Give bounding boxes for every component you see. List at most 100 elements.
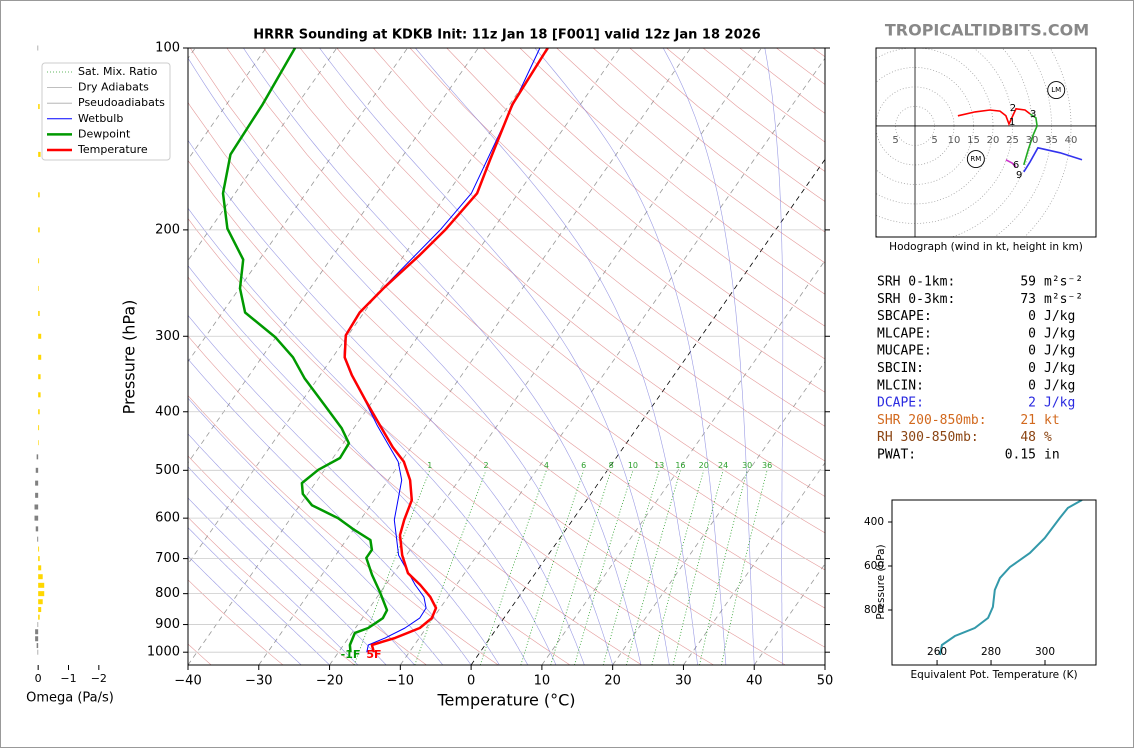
stat-value: 2 (1028, 396, 1036, 411)
x-axis-label: Equivalent Pot. Temperature (K) (910, 669, 1077, 681)
hodograph-tick-label: 40 (1065, 135, 1078, 146)
height-label: 2 (1010, 103, 1016, 114)
x-tick-label: 0 (467, 674, 475, 689)
x-axis-label: Temperature (°C) (436, 691, 575, 710)
stat-label: SHR 200-850mb: (877, 413, 987, 428)
chart-title: HRRR Sounding at KDKB Init: 11z Jan 18 [… (253, 28, 760, 43)
x-tick-label: −2 (91, 672, 107, 685)
omega-bar (38, 583, 44, 588)
omega-bar (35, 481, 38, 486)
stat-label: MLCAPE: (877, 326, 932, 341)
hodograph-tick-label: 25 (1006, 135, 1019, 146)
stat-unit: m²s⁻² (1044, 275, 1083, 290)
stat-label: MLCIN: (877, 378, 924, 393)
stat-unit: % (1044, 430, 1052, 445)
mixing-ratio-label: 36 (762, 461, 772, 470)
x-tick-label: −10 (387, 674, 414, 689)
stat-value: 0 (1028, 309, 1036, 324)
hodograph-tick-label: 5 (892, 135, 898, 146)
omega-bar (38, 192, 40, 197)
omega-bar (35, 493, 38, 498)
surface-label: -1F (341, 648, 361, 661)
x-tick-label: 0 (35, 672, 42, 685)
stat-value: 0 (1028, 344, 1036, 359)
stat-value: 0 (1028, 378, 1036, 393)
omega-bar (35, 636, 38, 641)
stat-unit: J/kg (1044, 378, 1075, 393)
mixing-ratio-label: 8 (609, 461, 614, 470)
mixing-ratio-label: 16 (675, 461, 685, 470)
stat-value: 0 (1028, 361, 1036, 376)
y-tick-label: 400 (155, 404, 180, 419)
x-tick-label: 260 (927, 646, 947, 658)
omega-bar (38, 152, 40, 157)
omega-bar (38, 615, 40, 620)
y-tick-label: 300 (155, 329, 180, 344)
hodograph-tick-label: 5 (931, 135, 937, 146)
stat-unit: J/kg (1044, 344, 1075, 359)
mixing-ratio-label: 24 (718, 461, 728, 470)
x-tick-label: −40 (174, 674, 201, 689)
mixing-ratio-label: 30 (742, 461, 752, 470)
omega-bar (36, 526, 38, 531)
x-tick-label: −1 (60, 672, 76, 685)
x-tick-label: 280 (981, 646, 1001, 658)
legend-label: Wetbulb (78, 112, 123, 125)
x-tick-label: −20 (316, 674, 343, 689)
omega-bar (38, 440, 39, 445)
height-label: 3 (1030, 109, 1036, 120)
mixing-ratio-label: 20 (699, 461, 709, 470)
x-tick-label: −30 (245, 674, 272, 689)
mixing-ratio-label: 1 (427, 461, 432, 470)
stat-unit: J/kg (1044, 309, 1075, 324)
omega-bar (38, 286, 39, 291)
omega-bar (37, 454, 39, 459)
omega-bar (38, 334, 41, 339)
omega-bar (36, 468, 38, 473)
mixing-ratio-label: 4 (544, 461, 549, 470)
stat-value: 21 (1020, 413, 1036, 428)
stat-label: SRH 0-3km: (877, 292, 955, 307)
hodograph-tick-label: 30 (1026, 135, 1039, 146)
mixing-ratio-label: 2 (483, 461, 488, 470)
stat-unit: m²s⁻² (1044, 292, 1083, 307)
stat-unit: kt (1044, 413, 1060, 428)
omega-bar (38, 565, 41, 570)
stat-label: MUCAPE: (877, 344, 932, 359)
y-tick-label: 200 (155, 222, 180, 237)
y-tick-label: 600 (155, 511, 180, 526)
storm-motion-label: LM (1051, 86, 1061, 94)
stat-label: SBCIN: (877, 361, 924, 376)
y-axis-label: Pressure (hPa) (875, 544, 887, 619)
y-axis-label: Pressure (hPa) (120, 300, 139, 415)
y-tick-label: 700 (155, 551, 180, 566)
stat-unit: in (1044, 448, 1060, 463)
omega-bar (38, 392, 40, 397)
stat-unit: J/kg (1044, 361, 1075, 376)
omega-bar (38, 227, 40, 232)
omega-bar (38, 46, 39, 51)
x-tick-label: 40 (746, 674, 763, 689)
y-tick-label: 900 (155, 617, 180, 632)
stat-value: 0 (1028, 326, 1036, 341)
x-tick-label: 30 (675, 674, 692, 689)
omega-bar (38, 574, 43, 579)
omega-bar (37, 643, 39, 648)
stat-value: 59 (1020, 275, 1036, 290)
stat-unit: J/kg (1044, 396, 1075, 411)
y-tick-label: 800 (155, 586, 180, 601)
stat-label: SRH 0-1km: (877, 275, 955, 290)
x-tick-label: 20 (604, 674, 621, 689)
omega-bar (38, 599, 43, 604)
omega-bar (38, 374, 40, 379)
omega-bar (38, 425, 39, 430)
omega-bar (38, 104, 40, 109)
mixing-ratio-label: 10 (628, 461, 638, 470)
stat-value: 73 (1020, 292, 1036, 307)
hodograph-tick-label: 20 (987, 135, 1000, 146)
y-tick-label: 1000 (147, 645, 180, 660)
omega-bar (38, 547, 39, 552)
omega-bar (38, 607, 41, 612)
